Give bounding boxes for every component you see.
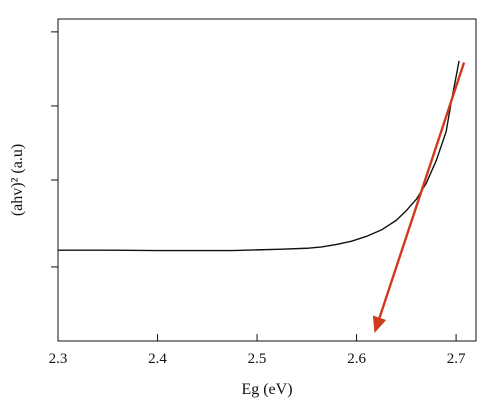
x-tick-label: 2.7 (447, 351, 466, 367)
y-axis-title: (ahv)² (a.u) (9, 144, 26, 216)
x-axis-ticks: 2.3 2.4 2.5 2.6 2.7 (49, 334, 466, 367)
x-tick-label: 2.5 (248, 351, 267, 367)
absorption-curve (58, 60, 460, 252)
x-tick-label: 2.6 (347, 351, 366, 367)
fit-arrow-layer (372, 62, 466, 333)
x-tick-label: 2.3 (49, 351, 68, 367)
plot-frame (57, 18, 477, 342)
tangent-arrowhead (372, 315, 387, 333)
x-tick-label: 2.4 (148, 351, 167, 367)
series-layer (58, 60, 460, 252)
x-axis-title: Eg (eV) (241, 381, 292, 398)
y-axis-ticks (51, 31, 58, 268)
tangent-fit-line (378, 62, 466, 319)
